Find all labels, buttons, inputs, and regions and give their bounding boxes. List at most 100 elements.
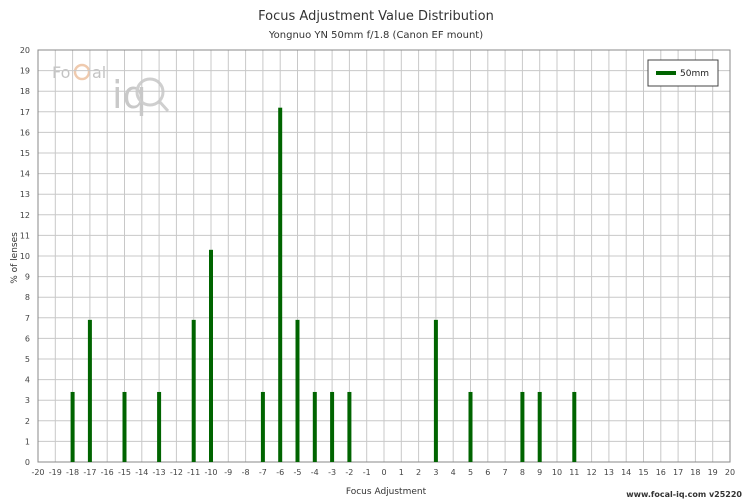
y-tick-label: 14 [20,170,30,179]
x-tick-label: 6 [485,468,490,477]
x-tick-label: 12 [587,468,597,477]
bar [122,391,127,462]
x-tick-label: -5 [294,468,302,477]
y-tick-label: 9 [25,273,30,282]
x-tick-label: 11 [569,468,579,477]
x-tick-label: -17 [83,468,96,477]
x-tick-label: -11 [187,468,200,477]
y-tick-label: 16 [20,128,30,137]
y-tick-label: 18 [20,87,30,96]
y-tick-label: 7 [25,314,30,323]
legend-label: 50mm [680,69,709,79]
bar [572,391,577,462]
logo-ring-icon [73,63,91,81]
x-tick-label: -20 [31,468,44,477]
x-tick-label: -10 [204,468,217,477]
x-tick-label: 10 [552,468,562,477]
x-tick-label: -18 [66,468,79,477]
chart-subtitle: Yongnuo YN 50mm f/1.8 (Canon EF mount) [268,30,483,41]
y-tick-label: 19 [20,67,30,76]
x-tick-label: 2 [416,468,421,477]
x-tick-label: -19 [49,468,62,477]
bar [312,391,317,462]
x-tick-label: -4 [311,468,319,477]
logo-text-iq: iq [112,73,147,117]
x-tick-label: -13 [153,468,166,477]
x-tick-label: 20 [725,468,735,477]
x-tick-label: 14 [621,468,631,477]
x-tick-label: 3 [433,468,438,477]
x-tick-label: 1 [399,468,404,477]
y-tick-label: 10 [20,252,30,261]
x-tick-label: 4 [451,468,456,477]
x-tick-label: -7 [259,468,267,477]
x-tick-label: 17 [673,468,683,477]
bar [295,319,300,462]
chart-title: Focus Adjustment Value Distribution [258,9,494,24]
x-tick-label: 16 [656,468,666,477]
bars [70,107,577,463]
y-tick-label: 20 [20,46,30,55]
x-axis-label: Focus Adjustment [346,487,427,497]
logo-text-left: Fo [52,63,70,82]
x-tick-label: -1 [363,468,371,477]
y-tick-label: 13 [20,190,30,199]
bar [191,319,196,462]
footer-watermark: www.focal-iq.com v25220 [626,490,742,499]
x-tick-label: -3 [328,468,336,477]
bar [468,391,473,462]
bar [278,107,283,463]
x-tick-label: -6 [276,468,284,477]
y-tick-label: 3 [25,396,30,405]
x-tick-label: 19 [708,468,718,477]
plot-frame [37,49,731,463]
x-tick-labels: -20 -19 -18 -17 -16 -15 -14 -13 -12 -11 -10 -9 -8 -7-… [31,468,735,477]
y-tick-label: 15 [20,149,30,158]
y-tick-label: 11 [20,231,30,240]
y-tick-label: 1 [25,437,30,446]
y-axis-label: % of lenses [10,232,20,284]
x-tick-label: -9 [224,468,232,477]
y-tick-label: 2 [25,417,30,426]
x-tick-label: -15 [118,468,131,477]
bar [433,319,438,462]
y-tick-label: 6 [25,334,30,343]
bar [260,391,265,462]
x-tick-label: 15 [638,468,648,477]
bar [209,249,213,462]
x-tick-label: 13 [604,468,614,477]
x-tick-label: 9 [537,468,542,477]
axes [37,49,731,463]
x-tick-label: 18 [690,468,700,477]
x-tick-label: -14 [135,468,148,477]
x-tick-label: 0 [381,468,386,477]
grid [37,49,731,463]
y-tick-label: 8 [25,293,30,302]
x-tick-label: -12 [170,468,183,477]
x-tick-label: 7 [503,468,508,477]
legend: 50mm [647,59,719,87]
y-tick-label: 4 [25,376,30,385]
x-tick-label: 5 [468,468,473,477]
magnifier-handle-icon [157,99,170,113]
bar [347,391,352,462]
y-tick-label: 12 [20,211,30,220]
x-tick-label: -2 [345,468,353,477]
bar [537,391,542,462]
bar [87,319,92,462]
y-tick-label: 0 [25,458,30,467]
y-tick-label: 17 [20,108,30,117]
bar [70,391,75,462]
x-tick-label: -16 [101,468,114,477]
y-tick-label: 5 [25,355,30,364]
bar [520,391,525,462]
bar [157,391,162,462]
logo-text-right: al [92,63,106,82]
x-tick-label: -8 [242,468,250,477]
focal-iq-logo: Fo al iq [52,63,170,117]
x-tick-label: 8 [520,468,525,477]
magnifier-icon [135,77,165,107]
bar [330,391,335,462]
